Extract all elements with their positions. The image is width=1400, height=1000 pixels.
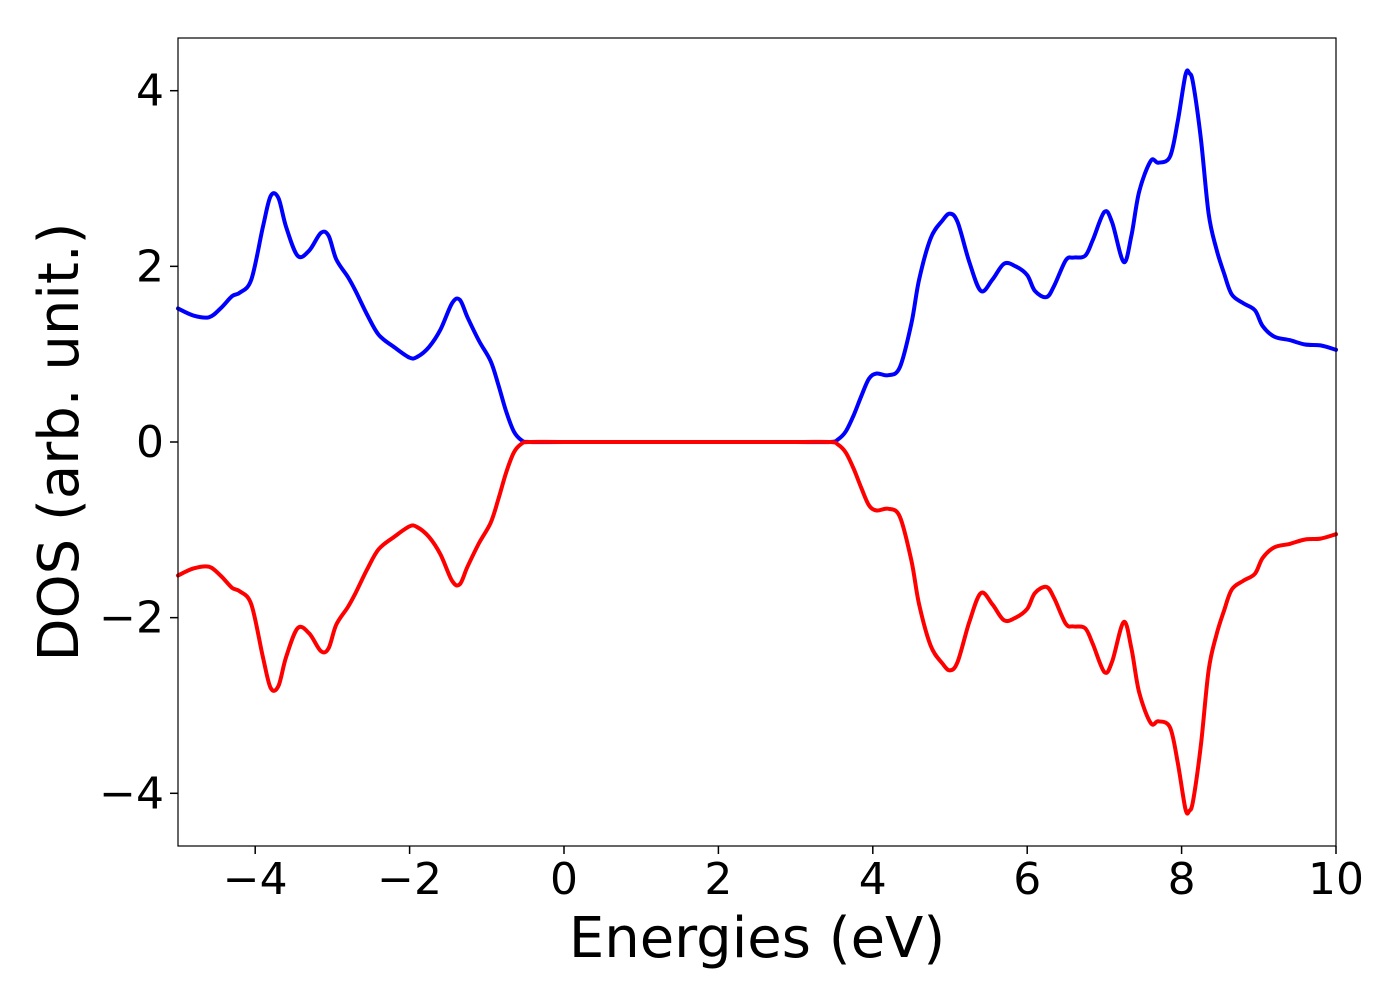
y-axis-label: DOS (arb. unit.): [27, 222, 92, 661]
series-line-positive: [176, 68, 1338, 445]
series-line-negative: [176, 439, 1338, 816]
x-tick-label: 2: [704, 854, 732, 905]
x-tick-label: 4: [859, 854, 887, 905]
x-axis-label: Energies (eV): [569, 906, 945, 971]
y-tick-label: −4: [99, 768, 164, 819]
y-axis: 4 2 0 −2 −4: [99, 66, 178, 819]
series-layer: [176, 68, 1338, 816]
y-tick-label: 2: [136, 241, 164, 292]
y-tick-label: −2: [99, 593, 164, 644]
x-tick-label: −4: [223, 854, 288, 905]
x-tick-label: −2: [377, 854, 442, 905]
y-tick-label: 0: [136, 417, 164, 468]
x-tick-label: 6: [1013, 854, 1041, 905]
x-tick-label: 8: [1168, 854, 1196, 905]
x-tick-label: 10: [1308, 854, 1364, 905]
y-tick-label: 4: [136, 66, 164, 117]
x-tick-label: 0: [550, 854, 578, 905]
x-axis: −4 −2 0 2 4 6 8 10: [223, 846, 1364, 905]
